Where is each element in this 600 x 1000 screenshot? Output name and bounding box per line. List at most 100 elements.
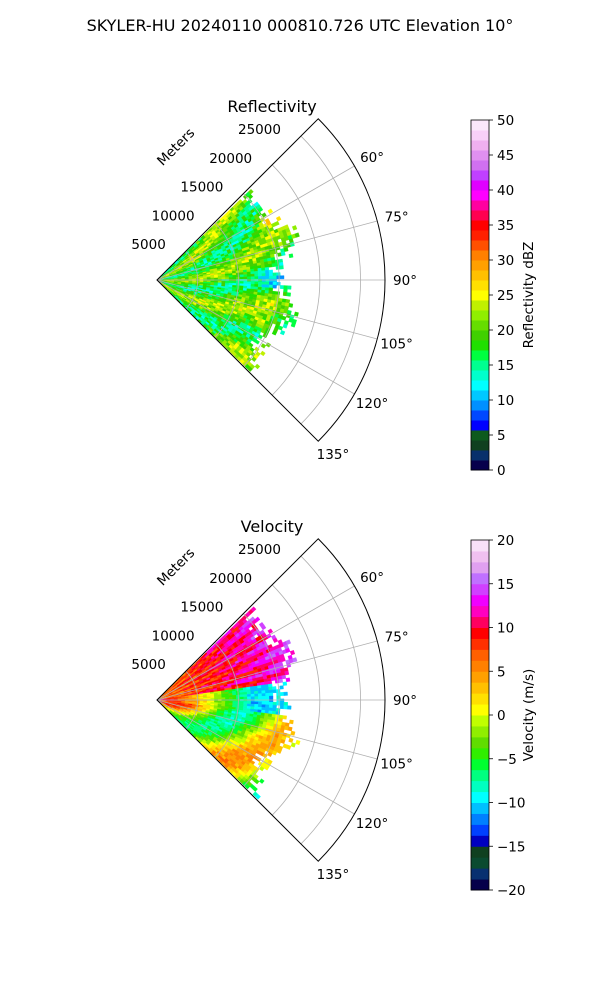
radar-cell [276, 275, 281, 280]
colorbar-segment [471, 320, 489, 331]
radar-cell [283, 288, 288, 293]
azimuth-tick-label: 120° [356, 816, 389, 832]
radar-cell [265, 278, 270, 283]
colorbar-segment [471, 594, 489, 607]
radar-cell [261, 695, 266, 700]
range-tick-label: 20000 [209, 571, 252, 587]
radar-cell [254, 281, 259, 285]
colorbar-tick-label: 25 [497, 288, 514, 304]
radar-cell [232, 276, 237, 280]
radar-cell [272, 686, 277, 691]
radar-cell [269, 275, 274, 280]
radar-cell [265, 281, 270, 286]
radar-cell [254, 339, 260, 345]
radar-cell [248, 188, 254, 195]
radar-cell [261, 278, 266, 283]
radar-cell [267, 628, 274, 634]
radar-cell [265, 689, 270, 694]
radar-cell [265, 275, 270, 280]
radar-cell [287, 726, 293, 732]
radar-cell [278, 262, 284, 267]
azimuth-tick-label: 135° [317, 867, 350, 883]
radar-cell [243, 276, 248, 280]
colorbar-segment [471, 660, 489, 672]
colorbar-segment [471, 230, 489, 241]
radar-cell [289, 719, 294, 725]
radar-cell [288, 303, 294, 308]
colorbar-tick-label: 15 [497, 577, 514, 593]
colorbar-segment [471, 780, 489, 793]
colorbar-segment [471, 130, 489, 141]
radar-cell [221, 697, 226, 700]
radar-cell [239, 274, 244, 278]
radar-cell [254, 693, 259, 697]
radar-cell [258, 278, 263, 282]
radar-cell [254, 276, 259, 280]
colorbar-segment [471, 170, 489, 181]
colorbar-segment [471, 380, 489, 391]
colorbar-segment [471, 813, 489, 825]
colorbar-tick-label: −10 [497, 796, 526, 812]
colorbar-segment [471, 835, 489, 847]
radar-cell [232, 696, 237, 700]
radar-cell [246, 271, 252, 275]
colorbar-segment [471, 572, 489, 585]
radar-cell [261, 690, 266, 694]
colorbar-segment [471, 310, 489, 321]
radar-cell [257, 270, 263, 275]
radar-cell [261, 701, 266, 705]
radar-cell [260, 343, 267, 349]
radar-cell [261, 287, 266, 291]
radar-cell [268, 686, 273, 691]
reflectivity-panel: Reflectivity60°75°90°105°120°135°5000100… [131, 97, 537, 479]
radar-cell [254, 278, 259, 283]
radar-cell [271, 330, 278, 336]
azimuth-spoke [156, 279, 378, 340]
radar-cell [247, 696, 252, 700]
colorbar-segment [471, 450, 489, 461]
radar-cell [243, 691, 248, 695]
radar-cell [276, 701, 281, 706]
radar-cell [279, 330, 286, 336]
radar-field [158, 188, 300, 372]
radar-field [158, 606, 301, 800]
radar-cell [259, 778, 265, 784]
radar-cell [250, 693, 255, 697]
colorbar-tick-label: −5 [497, 752, 517, 768]
radar-cell [279, 702, 285, 706]
colorbar-segment [471, 430, 489, 441]
colorbar-segment [471, 350, 489, 361]
colorbar-segment [471, 330, 489, 341]
radar-cell [291, 225, 298, 231]
radar-cell [272, 284, 277, 289]
radar-cell [267, 208, 274, 214]
colorbar-tick-label: 5 [497, 428, 506, 444]
radar-cell [250, 276, 255, 280]
velocity-panel: Velocity 60° 75° 90° 105° 120° 135° 5000 10000 15… [131, 517, 537, 899]
radar-cell [225, 695, 230, 698]
radar-cell [239, 276, 244, 280]
colorbar-segment [471, 550, 489, 563]
radar-cell [250, 606, 257, 612]
radar-cell [257, 284, 263, 288]
azimuth-tick-label: 75° [385, 209, 409, 225]
colorbar-segment [471, 220, 489, 231]
radar-cell [265, 698, 270, 703]
range-tick-label: 5000 [131, 657, 165, 673]
colorbar-segment [471, 693, 489, 705]
azimuth-tick-label: 60° [360, 570, 384, 586]
radar-cell [250, 698, 255, 702]
azimuth-tick-label: 135° [317, 447, 350, 463]
radar-cell [250, 701, 255, 705]
azimuth-tick-label: 90° [393, 693, 417, 709]
sector-frame [156, 118, 386, 442]
radar-cell [290, 730, 296, 736]
radar-cell [272, 281, 277, 286]
polar-grid [156, 135, 385, 425]
colorbar-segment [471, 736, 489, 749]
radar-cell [293, 311, 299, 317]
radar-cell [250, 283, 255, 288]
radar-cell [261, 270, 266, 274]
colorbar-segment [471, 627, 489, 639]
